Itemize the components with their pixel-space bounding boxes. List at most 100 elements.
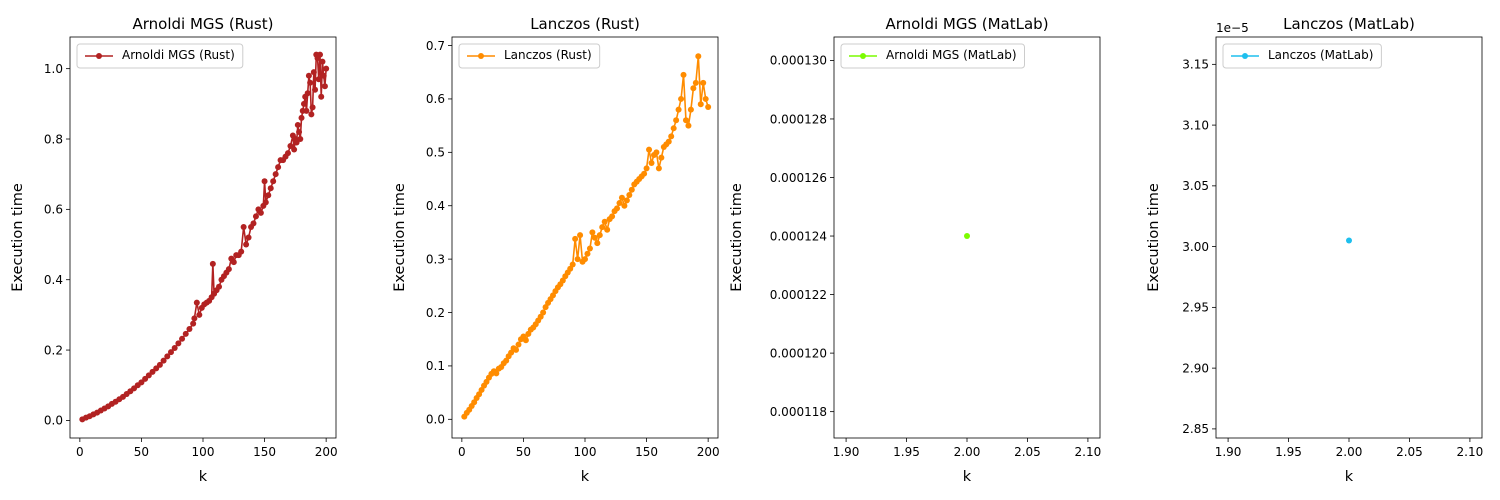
- y-tick-label: 2.90: [1182, 361, 1209, 375]
- data-point: [270, 178, 277, 185]
- y-tick-label: 0.000118: [770, 405, 827, 419]
- data-point: [316, 51, 323, 58]
- data-point: [309, 104, 316, 111]
- y-tick-label: 0.6: [44, 203, 63, 217]
- data-point: [245, 234, 252, 241]
- x-axis-label: k: [963, 469, 972, 485]
- data-point: [243, 241, 250, 248]
- legend-frame: [76, 43, 244, 69]
- data-point: [522, 337, 529, 344]
- data-point: [687, 106, 694, 113]
- y-tick-label: 0.000124: [770, 229, 827, 243]
- y-tick-label: 0.6: [426, 92, 445, 106]
- data-point: [678, 95, 685, 102]
- data-point: [682, 117, 689, 124]
- data-point: [312, 86, 319, 93]
- x-tick-label: 100: [192, 445, 215, 459]
- data-point: [320, 72, 327, 79]
- data-point: [702, 95, 709, 102]
- x-tick-label: 200: [697, 445, 720, 459]
- data-point: [303, 107, 310, 114]
- data-point: [318, 93, 325, 100]
- x-tick-label: 2.00: [1336, 445, 1363, 459]
- data-point: [167, 349, 174, 356]
- x-tick-label: 200: [315, 445, 338, 459]
- data-point: [315, 76, 322, 83]
- x-tick-label: 0: [76, 445, 84, 459]
- x-tick-label: 2.10: [1457, 445, 1484, 459]
- data-point: [240, 223, 247, 230]
- x-tick-label: 50: [516, 445, 531, 459]
- data-point: [196, 311, 203, 318]
- legend-swatch-marker: [96, 53, 102, 59]
- data-point: [540, 309, 547, 316]
- data-point: [609, 213, 616, 220]
- data-point: [599, 224, 606, 231]
- data-point: [572, 235, 579, 242]
- data-point: [179, 335, 186, 342]
- data-point: [182, 330, 189, 337]
- y-tick-label: 0.000126: [770, 171, 827, 185]
- legend-frame: [1222, 43, 1382, 69]
- data-point: [272, 171, 279, 178]
- data-point: [1346, 237, 1352, 244]
- legend-swatch-marker: [1242, 53, 1248, 59]
- data-point: [297, 136, 304, 143]
- y-tick-label: 0.7: [426, 39, 445, 53]
- data-point: [156, 361, 163, 368]
- subplot-4: Lanczos (MatLab) 1.90 1.95 2.00 2.05 2.10 2.85…: [1146, 15, 1483, 485]
- data-point: [623, 197, 630, 204]
- data-point: [296, 128, 303, 135]
- legend-label: Lanczos (MatLab): [1268, 48, 1373, 62]
- x-tick-label: 0: [458, 445, 466, 459]
- legend-label: Arnoldi MGS (MatLab): [886, 48, 1017, 62]
- y-tick-label: 3.00: [1182, 240, 1209, 254]
- data-point: [307, 79, 314, 86]
- y-axis-label: Execution time: [10, 183, 26, 292]
- y-tick-label: 3.10: [1182, 118, 1209, 132]
- data-point: [692, 79, 699, 86]
- x-tick-label: 1.95: [893, 445, 920, 459]
- plot-area: [964, 233, 970, 240]
- data-point: [305, 72, 312, 79]
- subplot-2: Lanczos (Rust) 0 50 100 150 200 0.0 0.1 0.2 0.3 0.…: [392, 15, 720, 485]
- data-point: [300, 100, 307, 107]
- data-point: [321, 83, 328, 90]
- y-tick-label: 0.000122: [770, 288, 827, 302]
- legend-swatch-marker: [860, 53, 866, 59]
- data-point: [257, 209, 264, 216]
- y-tick-label: 0.3: [426, 252, 445, 266]
- x-tick-label: 2.10: [1075, 445, 1102, 459]
- y-tick-label: 0.000120: [770, 346, 827, 360]
- data-point: [238, 248, 245, 255]
- data-point: [164, 353, 171, 360]
- data-point: [680, 71, 687, 78]
- y-tick-label: 0.2: [44, 343, 63, 357]
- legend-frame: [840, 43, 1025, 69]
- data-point: [262, 199, 269, 206]
- x-tick-label: 50: [134, 445, 149, 459]
- data-point: [216, 283, 223, 290]
- data-point: [700, 79, 707, 86]
- data-point: [646, 146, 653, 153]
- data-point: [294, 121, 301, 128]
- legend: Arnoldi MGS (MatLab): [840, 43, 1025, 69]
- data-point: [291, 146, 298, 153]
- y-axis-label: Execution time: [1146, 183, 1162, 292]
- data-point: [175, 340, 182, 347]
- data-point: [298, 114, 305, 121]
- data-point: [265, 192, 272, 199]
- y-tick-label: 0.1: [426, 359, 445, 373]
- legend: Arnoldi MGS (Rust): [76, 43, 244, 69]
- data-point: [191, 315, 198, 322]
- data-point: [616, 200, 623, 207]
- y-tick-label: 0.2: [426, 306, 445, 320]
- data-point: [310, 69, 317, 76]
- y-tick-label: 0.8: [44, 132, 63, 146]
- data-point: [230, 259, 237, 266]
- legend-swatch-marker: [478, 53, 484, 59]
- x-tick-label: 150: [635, 445, 658, 459]
- x-axis-label: k: [199, 469, 208, 485]
- data-point: [574, 256, 581, 263]
- subplot-1: Arnoldi MGS (Rust) 0 50 100 150 200 0.0 0.2 0.4 0…: [10, 15, 338, 485]
